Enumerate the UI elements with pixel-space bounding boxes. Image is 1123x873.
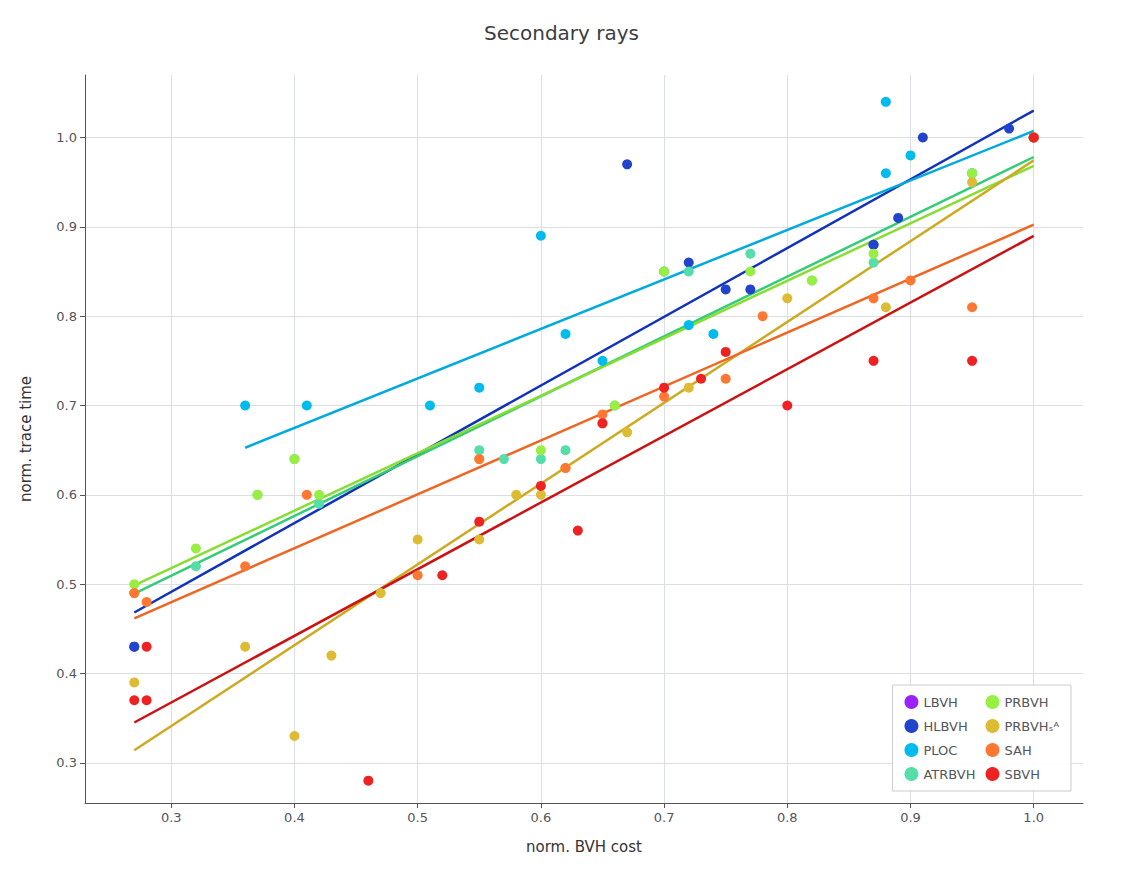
svg-text:0.7: 0.7 — [654, 810, 675, 825]
svg-text:0.4: 0.4 — [56, 666, 77, 681]
svg-text:0.4: 0.4 — [284, 810, 305, 825]
svg-text:0.9: 0.9 — [56, 219, 77, 234]
svg-text:1.0: 1.0 — [56, 130, 77, 145]
svg-text:PRBVHₛᴬ: PRBVHₛᴬ — [1004, 719, 1059, 734]
svg-text:0.8: 0.8 — [56, 309, 77, 324]
svg-text:SAH: SAH — [1004, 743, 1031, 758]
svg-text:0.5: 0.5 — [56, 577, 77, 592]
svg-text:1.0: 1.0 — [1023, 810, 1044, 825]
svg-text:0.6: 0.6 — [56, 487, 77, 502]
svg-text:HLBVH: HLBVH — [923, 719, 967, 734]
svg-text:norm. BVH cost: norm. BVH cost — [526, 838, 642, 856]
svg-text:SBVH: SBVH — [1004, 767, 1039, 782]
svg-text:0.5: 0.5 — [407, 810, 428, 825]
svg-text:0.3: 0.3 — [161, 810, 182, 825]
svg-text:norm. trace time: norm. trace time — [17, 376, 35, 502]
svg-text:PLOC: PLOC — [923, 743, 957, 758]
svg-text:PRBVH: PRBVH — [1004, 695, 1048, 710]
svg-text:0.8: 0.8 — [777, 810, 798, 825]
svg-text:LBVH: LBVH — [923, 695, 957, 710]
svg-text:0.7: 0.7 — [56, 398, 77, 413]
svg-text:ATRBVH: ATRBVH — [923, 767, 975, 782]
svg-text:0.9: 0.9 — [900, 810, 921, 825]
svg-text:0.3: 0.3 — [56, 755, 77, 770]
svg-text:0.6: 0.6 — [531, 810, 552, 825]
svg-text:Secondary rays: Secondary rays — [484, 21, 639, 45]
